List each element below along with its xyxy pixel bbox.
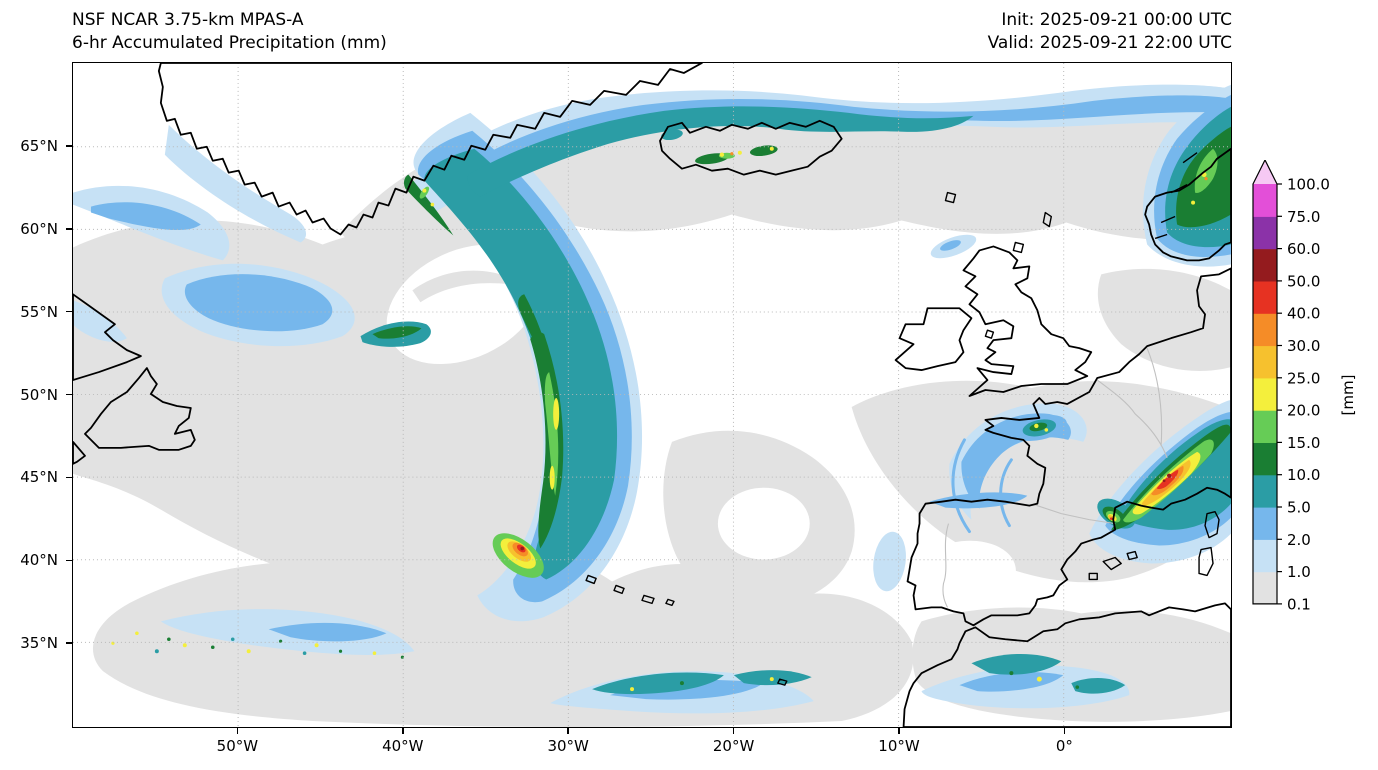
- colorbar-segment: [1253, 345, 1277, 379]
- x-tick-mark: [402, 728, 404, 734]
- colorbar-tick-label: 0.1: [1287, 595, 1311, 613]
- field-title: 6-hr Accumulated Precipitation (mm): [72, 33, 387, 53]
- x-tick-label: 30°W: [547, 737, 589, 755]
- country-borders: [942, 347, 1168, 608]
- colorbar-tick-label: 75.0: [1287, 208, 1320, 226]
- colorbar-segment: [1253, 313, 1277, 347]
- colorbar-tick-label: 1.0: [1287, 563, 1311, 581]
- x-tick-mark: [1063, 728, 1066, 734]
- colorbar-tick-label: 40.0: [1287, 305, 1320, 323]
- model-title: NSF NCAR 3.75-km MPAS-A: [72, 10, 304, 30]
- y-tick-label: 55°N: [20, 302, 58, 321]
- colorbar-tick-label: 10.0: [1287, 466, 1320, 484]
- y-tick-mark: [66, 393, 72, 396]
- x-tick-label: 40°W: [382, 737, 424, 755]
- fjord-lines: [1154, 152, 1198, 240]
- y-tick-mark: [66, 476, 72, 479]
- y-tick-mark: [66, 310, 72, 313]
- x-tick-label: 50°W: [216, 737, 259, 755]
- colorbar-segment: [1253, 571, 1277, 605]
- colorbar-segment: [1253, 248, 1277, 282]
- map-axes: [72, 62, 1232, 728]
- y-tick-mark: [66, 642, 72, 644]
- y-tick-label: 60°N: [20, 219, 58, 238]
- y-tick-mark: [66, 145, 72, 147]
- x-tick-label: 20°W: [712, 737, 755, 755]
- x-tick-label: 0°: [1055, 737, 1073, 755]
- colorbar-tick-label: 5.0: [1287, 499, 1311, 517]
- y-tick-label: 45°N: [20, 468, 58, 487]
- colorbar-segment: [1253, 474, 1277, 508]
- colorbar-segment: [1253, 410, 1277, 443]
- x-tick-label: 10°W: [878, 737, 920, 755]
- latlon-gridlines: [73, 63, 1231, 727]
- colorbar-tick-label: 60.0: [1287, 240, 1320, 258]
- colorbar-segment: [1253, 507, 1277, 540]
- y-tick-mark: [66, 228, 72, 230]
- colorbar-tick-label: 100.0: [1287, 176, 1330, 194]
- init-time-label: Init: 2025-09-21 00:00 UTC: [1001, 10, 1232, 30]
- colorbar-over-arrow: [1253, 160, 1277, 184]
- colorbar-segment: [1253, 539, 1277, 573]
- y-tick-mark: [66, 559, 72, 561]
- x-tick-mark: [898, 728, 900, 734]
- colorbar-outline: [1252, 160, 1278, 605]
- colorbar-segment: [1253, 280, 1277, 314]
- colorbar-unit-label: [mm]: [1339, 374, 1357, 416]
- x-tick-mark: [732, 728, 735, 734]
- x-tick-mark: [567, 728, 569, 734]
- colorbar-tick-label: 50.0: [1287, 272, 1320, 290]
- y-tick-label: 65°N: [20, 137, 58, 155]
- colorbar-segment: [1253, 442, 1277, 476]
- colorbar-segment: [1253, 377, 1277, 411]
- colorbar-tick-label: 2.0: [1287, 531, 1311, 549]
- y-tick-label: 50°N: [20, 385, 58, 404]
- precipitation-layer: [73, 84, 1231, 727]
- colorbar-tick-label: 30.0: [1287, 337, 1320, 355]
- colorbar-tick-label: 20.0: [1287, 402, 1320, 420]
- colorbar-segment: [1253, 216, 1277, 250]
- colorbar-segment: [1253, 184, 1277, 217]
- coastline-layer: [73, 63, 1231, 727]
- colorbar-tick-label: 25.0: [1287, 369, 1320, 387]
- y-tick-label: 35°N: [20, 634, 58, 653]
- map-canvas: [73, 63, 1231, 727]
- colorbar: 0.1 1.0 2.0 5.0 10.0 15.0 20.0 25.0 30.0 40.0 50.0…: [1252, 160, 1330, 613]
- colorbar-tick-label: 15.0: [1287, 434, 1320, 452]
- x-tick-mark: [236, 728, 239, 734]
- y-tick-label: 40°N: [20, 551, 58, 570]
- valid-time-label: Valid: 2025-09-21 22:00 UTC: [987, 33, 1232, 53]
